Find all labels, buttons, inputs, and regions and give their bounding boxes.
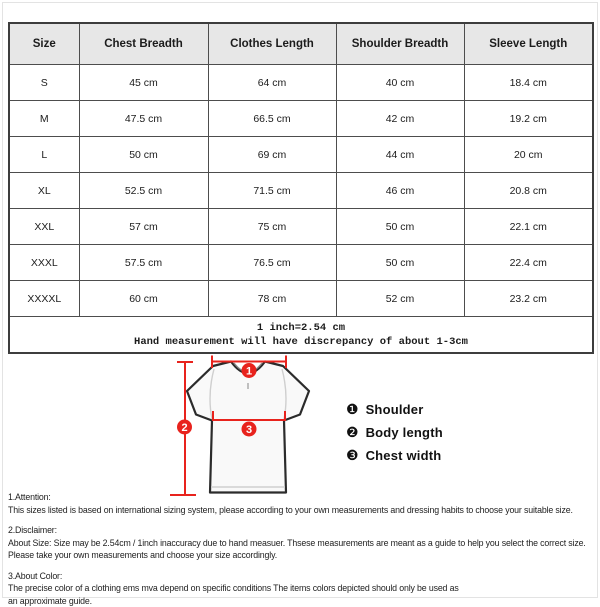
shoulder-value: 50 cm: [336, 245, 464, 281]
discrepancy-note: Hand measurement will have discrepancy o…: [11, 335, 591, 349]
legend-item-chest-width: ❸ Chest width: [346, 447, 443, 463]
chest-value: 57 cm: [79, 209, 208, 245]
attention-body: This sizes listed is based on internatio…: [8, 504, 596, 517]
table-header-row: Size Chest Breadth Clothes Length Should…: [9, 23, 593, 65]
circled-2-icon: ❷: [346, 424, 359, 440]
header-chest-breadth: Chest Breadth: [79, 23, 208, 65]
marker-1: 1: [242, 363, 257, 378]
sleeve-value: 22.4 cm: [464, 245, 593, 281]
size-value: XXL: [9, 209, 79, 245]
measurement-note: 1 inch=2.54 cm Hand measurement will hav…: [9, 317, 593, 354]
attention-title: 1.Attention:: [8, 491, 596, 504]
length-value: 69 cm: [208, 137, 336, 173]
legend-label: Shoulder: [366, 402, 424, 417]
diagram-legend: ❶ Shoulder ❷ Body length ❸ Chest width: [346, 401, 443, 470]
chest-value: 45 cm: [79, 65, 208, 101]
disclaimer-body-2: Please take your own measurements and ch…: [8, 549, 596, 562]
length-value: 75 cm: [208, 209, 336, 245]
length-value: 78 cm: [208, 281, 336, 317]
length-value: 64 cm: [208, 65, 336, 101]
chest-value: 52.5 cm: [79, 173, 208, 209]
svg-text:2: 2: [181, 422, 187, 434]
shoulder-value: 44 cm: [336, 137, 464, 173]
about-color-body-1: The precise color of a clothing ems mva …: [8, 582, 596, 595]
inch-conversion-note: 1 inch=2.54 cm: [11, 321, 591, 335]
legend-item-body-length: ❷ Body length: [346, 424, 443, 440]
shoulder-value: 50 cm: [336, 209, 464, 245]
length-value: 76.5 cm: [208, 245, 336, 281]
disclaimer-body-1: About Size: Size may be 2.54cm / 1inch i…: [8, 537, 596, 550]
sleeve-value: 20.8 cm: [464, 173, 593, 209]
disclaimer-title: 2.Disclaimer:: [8, 524, 596, 537]
marker-2: 2: [177, 420, 192, 435]
legend-label: Body length: [366, 425, 443, 440]
about-color-title: 3.About Color:: [8, 570, 596, 583]
about-color-body-2: an approximate guide.: [8, 595, 596, 607]
table-row: S 45 cm 64 cm 40 cm 18.4 cm: [9, 65, 593, 101]
table-row: XXXXL 60 cm 78 cm 52 cm 23.2 cm: [9, 281, 593, 317]
size-value: XL: [9, 173, 79, 209]
svg-text:3: 3: [246, 424, 252, 436]
length-value: 66.5 cm: [208, 101, 336, 137]
table-note-row: 1 inch=2.54 cm Hand measurement will hav…: [9, 317, 593, 354]
sleeve-value: 19.2 cm: [464, 101, 593, 137]
shoulder-value: 46 cm: [336, 173, 464, 209]
size-value: XXXL: [9, 245, 79, 281]
sleeve-value: 23.2 cm: [464, 281, 593, 317]
header-clothes-length: Clothes Length: [208, 23, 336, 65]
table-row: XXL 57 cm 75 cm 50 cm 22.1 cm: [9, 209, 593, 245]
size-value: L: [9, 137, 79, 173]
chest-value: 60 cm: [79, 281, 208, 317]
table-row: XL 52.5 cm 71.5 cm 46 cm 20.8 cm: [9, 173, 593, 209]
size-table: Size Chest Breadth Clothes Length Should…: [8, 22, 594, 354]
header-shoulder-breadth: Shoulder Breadth: [336, 23, 464, 65]
marker-3: 3: [242, 422, 257, 437]
chest-value: 47.5 cm: [79, 101, 208, 137]
size-value: S: [9, 65, 79, 101]
shoulder-value: 52 cm: [336, 281, 464, 317]
legend-item-shoulder: ❶ Shoulder: [346, 401, 443, 417]
svg-text:1: 1: [246, 366, 252, 378]
sleeve-value: 18.4 cm: [464, 65, 593, 101]
size-value: XXXXL: [9, 281, 79, 317]
shoulder-value: 42 cm: [336, 101, 464, 137]
table-row: M 47.5 cm 66.5 cm 42 cm 19.2 cm: [9, 101, 593, 137]
chest-value: 50 cm: [79, 137, 208, 173]
sleeve-value: 22.1 cm: [464, 209, 593, 245]
size-value: M: [9, 101, 79, 137]
header-sleeve-length: Sleeve Length: [464, 23, 593, 65]
length-value: 71.5 cm: [208, 173, 336, 209]
legend-label: Chest width: [366, 448, 442, 463]
sleeve-value: 20 cm: [464, 137, 593, 173]
table-row: L 50 cm 69 cm 44 cm 20 cm: [9, 137, 593, 173]
notes-section: 1.Attention: This sizes listed is based …: [8, 491, 596, 607]
shoulder-value: 40 cm: [336, 65, 464, 101]
header-size: Size: [9, 23, 79, 65]
circled-1-icon: ❶: [346, 401, 359, 417]
table-row: XXXL 57.5 cm 76.5 cm 50 cm 22.4 cm: [9, 245, 593, 281]
circled-3-icon: ❸: [346, 447, 359, 463]
tshirt-measurement-diagram: 1 2 3: [165, 350, 335, 500]
chest-value: 57.5 cm: [79, 245, 208, 281]
